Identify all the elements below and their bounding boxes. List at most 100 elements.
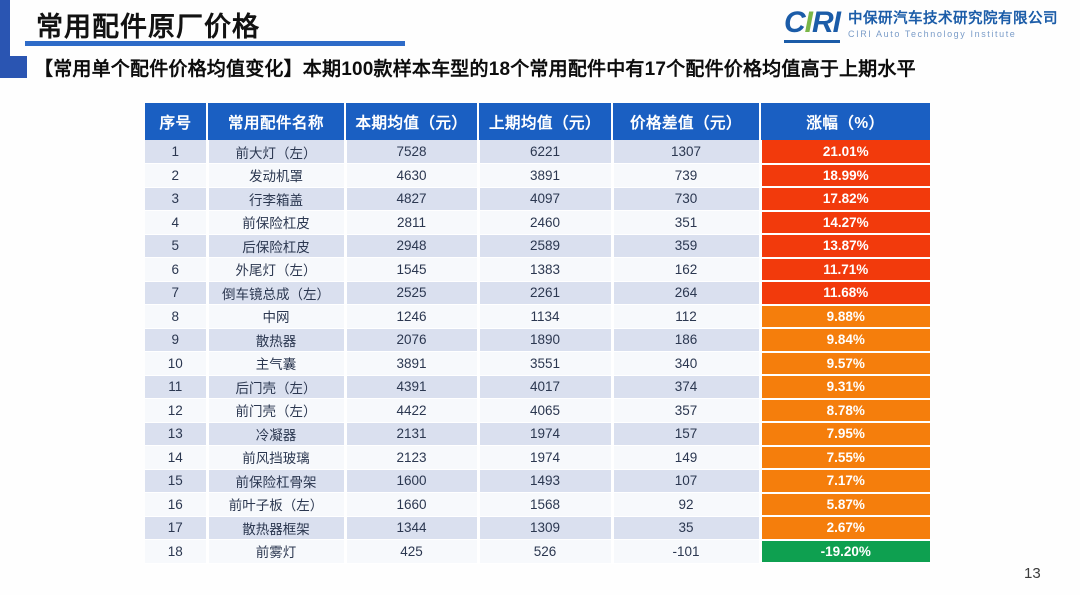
table-row: 7 倒车镜总成（左） 2525 2261 264 11.68% bbox=[145, 281, 930, 306]
header-no: 序号 bbox=[145, 103, 207, 140]
cell-previous: 1134 bbox=[476, 304, 612, 329]
page-title: 常用配件原厂价格 bbox=[36, 12, 260, 42]
cell-previous: 3891 bbox=[476, 163, 612, 188]
ciri-logo-text: 中保研汽车技术研究院有限公司 CIRI Auto Technology Inst… bbox=[848, 8, 1058, 41]
cell-no: 11 bbox=[145, 375, 207, 399]
cell-name: 后保险杠皮 bbox=[205, 234, 345, 258]
table-row: 2 发动机罩 4630 3891 739 18.99% bbox=[145, 163, 930, 188]
cell-diff: 340 bbox=[610, 351, 760, 376]
header-part-name: 常用配件名称 bbox=[206, 103, 345, 140]
cell-no: 5 bbox=[145, 234, 207, 258]
cell-previous: 6221 bbox=[476, 140, 612, 164]
cell-no: 3 bbox=[145, 187, 207, 211]
cell-change: 7.55% bbox=[758, 445, 930, 470]
cell-no: 7 bbox=[145, 281, 207, 305]
cell-current: 1660 bbox=[343, 492, 478, 517]
cell-current: 1600 bbox=[343, 469, 478, 493]
table-row: 13 冷凝器 2131 1974 157 7.95% bbox=[145, 422, 930, 447]
cell-no: 4 bbox=[145, 210, 207, 235]
cell-previous: 526 bbox=[476, 539, 612, 564]
logo-letters-ri: RI bbox=[812, 6, 841, 39]
table-row: 11 后门壳（左） 4391 4017 374 9.31% bbox=[145, 375, 930, 400]
cell-diff: 92 bbox=[610, 492, 760, 517]
cell-no: 1 bbox=[145, 140, 207, 164]
table-row: 5 后保险杠皮 2948 2589 359 13.87% bbox=[145, 234, 930, 259]
logo-letter-c: C bbox=[783, 6, 806, 39]
cell-current: 4422 bbox=[343, 398, 478, 423]
cell-current: 4630 bbox=[343, 163, 478, 188]
cell-name: 前风挡玻璃 bbox=[205, 445, 345, 470]
cell-diff: 149 bbox=[610, 445, 760, 470]
cell-diff: 351 bbox=[610, 210, 760, 235]
table-row: 3 行李箱盖 4827 4097 730 17.82% bbox=[145, 187, 930, 212]
cell-previous: 2589 bbox=[476, 234, 612, 258]
cell-diff: 359 bbox=[610, 234, 760, 258]
cell-previous: 1974 bbox=[476, 422, 612, 446]
ciri-logo: CIRI 中保研汽车技术研究院有限公司 CIRI Auto Technology… bbox=[783, 6, 1058, 43]
page-number: 13 bbox=[1024, 565, 1041, 582]
cell-no: 12 bbox=[145, 398, 207, 423]
table-row: 10 主气囊 3891 3551 340 9.57% bbox=[145, 351, 930, 376]
cell-change: 13.87% bbox=[758, 234, 930, 259]
cell-current: 2076 bbox=[343, 328, 478, 352]
cell-change: 9.84% bbox=[758, 328, 930, 353]
cell-name: 后门壳（左） bbox=[205, 375, 345, 399]
cell-previous: 2261 bbox=[476, 281, 612, 305]
cell-change: 5.87% bbox=[758, 492, 930, 517]
header-price-diff: 价格差值（元） bbox=[611, 103, 760, 140]
cell-name: 前保险杠骨架 bbox=[205, 469, 345, 493]
table-row: 8 中网 1246 1134 112 9.88% bbox=[145, 304, 930, 329]
cell-current: 2811 bbox=[343, 210, 478, 235]
cell-change: 9.57% bbox=[758, 351, 930, 376]
cell-previous: 1568 bbox=[476, 492, 612, 517]
title-accent-block bbox=[0, 56, 27, 78]
cell-no: 13 bbox=[145, 422, 207, 446]
cell-current: 1344 bbox=[343, 516, 478, 540]
cell-diff: 107 bbox=[610, 469, 760, 493]
cell-diff: -101 bbox=[610, 539, 760, 564]
cell-current: 1545 bbox=[343, 257, 478, 282]
cell-no: 14 bbox=[145, 445, 207, 470]
table-row: 15 前保险杠骨架 1600 1493 107 7.17% bbox=[145, 469, 930, 494]
cell-name: 散热器框架 bbox=[205, 516, 345, 540]
cell-name: 倒车镜总成（左） bbox=[205, 281, 345, 305]
cell-change: 7.95% bbox=[758, 422, 930, 447]
table-row: 1 前大灯（左） 7528 6221 1307 21.01% bbox=[145, 140, 930, 165]
cell-diff: 35 bbox=[610, 516, 760, 540]
cell-change: 18.99% bbox=[758, 163, 930, 188]
table-row: 14 前风挡玻璃 2123 1974 149 7.55% bbox=[145, 445, 930, 470]
cell-change: 14.27% bbox=[758, 210, 930, 235]
cell-no: 2 bbox=[145, 163, 207, 188]
header-previous-mean: 上期均值（元） bbox=[477, 103, 612, 140]
cell-diff: 357 bbox=[610, 398, 760, 423]
cell-diff: 186 bbox=[610, 328, 760, 352]
cell-change: -19.20% bbox=[758, 539, 930, 564]
cell-name: 前雾灯 bbox=[205, 539, 345, 564]
cell-current: 7528 bbox=[343, 140, 478, 164]
cell-name: 前叶子板（左） bbox=[205, 492, 345, 517]
table-row: 6 外尾灯（左） 1545 1383 162 11.71% bbox=[145, 257, 930, 282]
company-name-en: CIRI Auto Technology Institute bbox=[848, 29, 1017, 40]
cell-no: 8 bbox=[145, 304, 207, 329]
cell-previous: 1309 bbox=[476, 516, 612, 540]
cell-change: 9.31% bbox=[758, 375, 930, 400]
cell-change: 17.82% bbox=[758, 187, 930, 212]
parts-price-table: 序号 常用配件名称 本期均值（元） 上期均值（元） 价格差值（元） 涨幅（%） … bbox=[145, 103, 930, 564]
cell-diff: 1307 bbox=[610, 140, 760, 164]
cell-current: 4827 bbox=[343, 187, 478, 211]
cell-previous: 2460 bbox=[476, 210, 612, 235]
table-body: 1 前大灯（左） 7528 6221 1307 21.01% 2 发动机罩 4630 3891 73… bbox=[145, 140, 930, 564]
title-underline bbox=[25, 41, 405, 46]
cell-no: 6 bbox=[145, 257, 207, 282]
slide-subtitle: 【常用单个配件价格均值变化】本期100款样本车型的18个常用配件中有17个配件价… bbox=[34, 59, 916, 80]
cell-change: 9.88% bbox=[758, 304, 930, 329]
table-row: 18 前雾灯 425 526 -101 -19.20% bbox=[145, 539, 930, 564]
table-row: 17 散热器框架 1344 1309 35 2.67% bbox=[145, 516, 930, 541]
cell-no: 18 bbox=[145, 539, 207, 564]
cell-previous: 4017 bbox=[476, 375, 612, 399]
cell-previous: 1890 bbox=[476, 328, 612, 352]
cell-current: 2123 bbox=[343, 445, 478, 470]
cell-change: 11.71% bbox=[758, 257, 930, 282]
table-header-row: 序号 常用配件名称 本期均值（元） 上期均值（元） 价格差值（元） 涨幅（%） bbox=[145, 103, 930, 140]
cell-diff: 374 bbox=[610, 375, 760, 399]
